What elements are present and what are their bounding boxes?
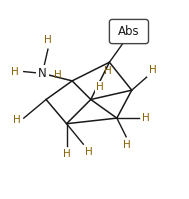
Text: N: N: [38, 67, 47, 80]
FancyBboxPatch shape: [109, 20, 149, 44]
Text: H: H: [11, 67, 19, 77]
Text: H: H: [85, 147, 93, 157]
Text: H: H: [96, 82, 104, 92]
Text: Abs: Abs: [118, 25, 140, 38]
Text: H: H: [123, 139, 131, 149]
Text: H: H: [149, 65, 156, 75]
Text: H: H: [44, 35, 52, 45]
Text: H: H: [63, 149, 70, 159]
Text: H: H: [53, 70, 61, 80]
Text: H: H: [142, 113, 150, 123]
Text: H: H: [13, 115, 21, 125]
Text: H: H: [104, 66, 111, 76]
